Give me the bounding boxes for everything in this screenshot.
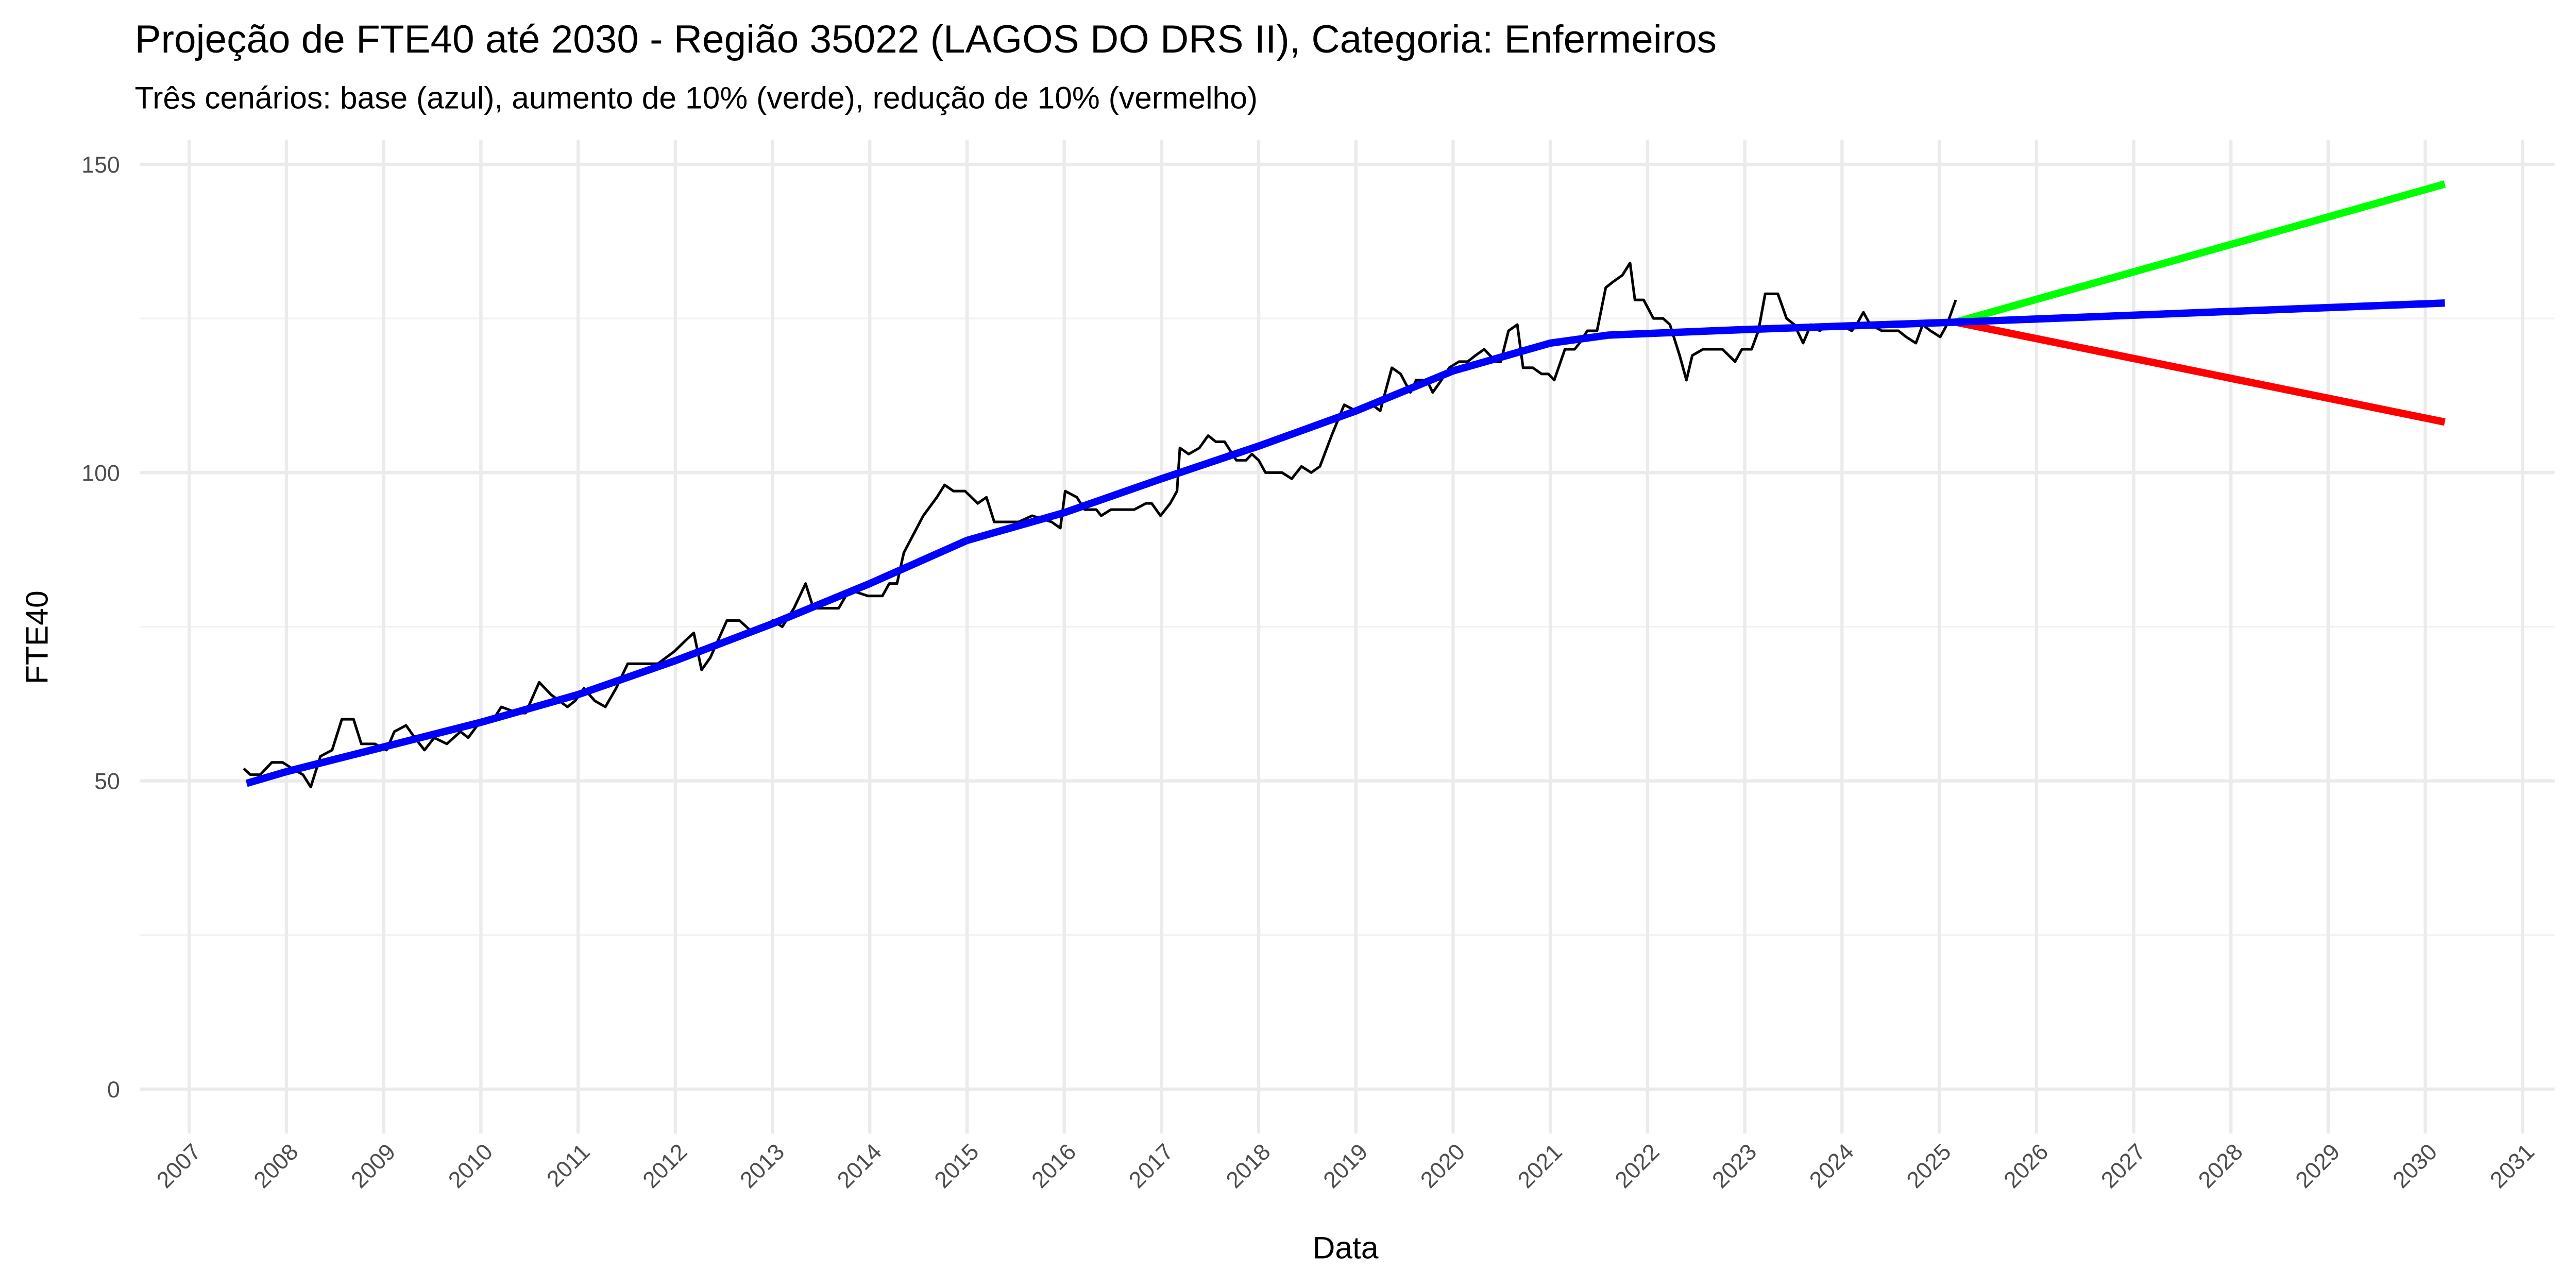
chart-title: Projeção de FTE40 até 2030 - Região 3502…	[134, 18, 1717, 61]
x-axis-title: Data	[1313, 1230, 1379, 1265]
series-line	[1955, 318, 2446, 426]
y-tick-label: 100	[81, 461, 120, 486]
series-line	[245, 299, 2445, 787]
chart-subtitle: Três cenários: base (azul), aumento de 1…	[134, 80, 1258, 115]
series-line	[243, 261, 1957, 789]
series-line	[1955, 180, 2446, 326]
y-tick-label: 50	[94, 769, 120, 794]
y-axis-title: FTE40	[19, 590, 54, 684]
lines	[243, 180, 2446, 789]
grid	[140, 140, 2555, 1134]
y-tick-label: 0	[107, 1077, 120, 1103]
y-tick-label: 150	[81, 152, 120, 178]
